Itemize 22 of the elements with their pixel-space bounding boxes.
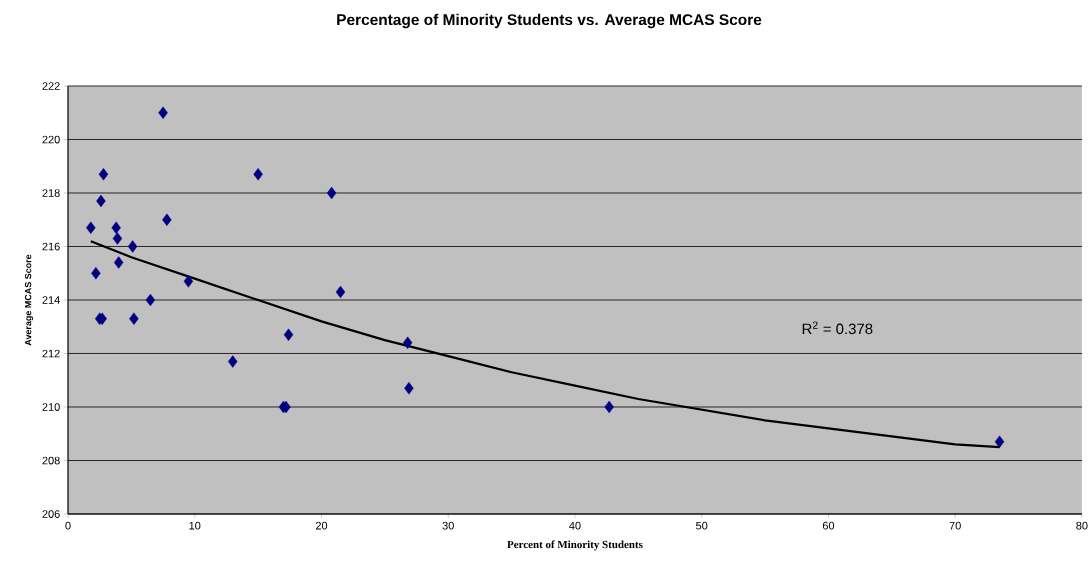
y-tick-label: 210 xyxy=(42,403,60,411)
annotation: R$^{2}$ = 0.378 xyxy=(802,321,873,335)
y-tick-label: 212 xyxy=(42,349,60,358)
y-tick-label: 214 xyxy=(42,296,60,304)
y-tick-label: 218 xyxy=(42,189,60,197)
x-tick-label: 40 xyxy=(569,521,581,530)
y-tick-label: 216 xyxy=(42,242,60,251)
y-tick-label: 220 xyxy=(42,135,60,144)
y-tick-label: 206 xyxy=(42,510,60,518)
x-tick-label: 30 xyxy=(442,521,454,530)
y-tick-label: 222 xyxy=(42,82,60,90)
y-axis-title: Average MCAS Score xyxy=(24,254,34,346)
x-tick-label: 0 xyxy=(65,521,71,530)
x-tick-label: 60 xyxy=(822,521,835,530)
x-tick-label: 20 xyxy=(315,521,328,530)
x-tick-label: 70 xyxy=(949,521,961,530)
chart-title: Percentage of Minority Students vs. Average MCAS Score xyxy=(337,13,762,29)
x-tick-label: 80 xyxy=(1076,521,1088,530)
x-axis-title: Percent of Minority Students xyxy=(507,540,643,551)
x-tick-label: 10 xyxy=(189,521,201,530)
y-tick-label: 208 xyxy=(42,456,60,465)
x-tick-label: 50 xyxy=(696,521,708,530)
